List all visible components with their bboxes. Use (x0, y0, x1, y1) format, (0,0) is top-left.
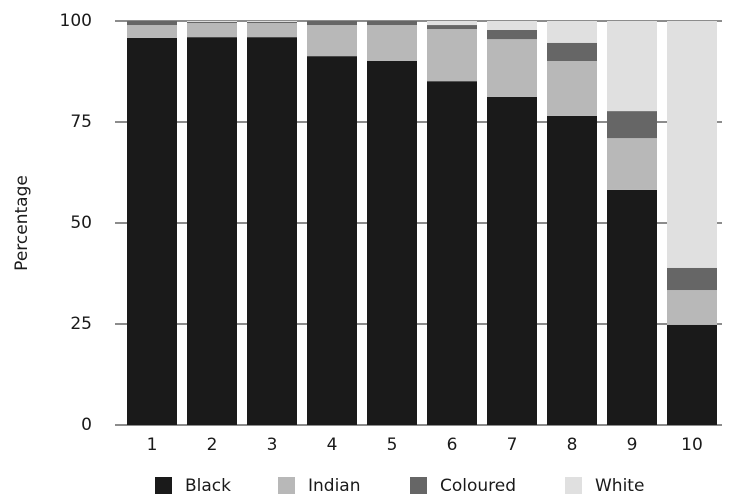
x-tick-label: 10 (681, 435, 703, 455)
bar-segment (487, 21, 537, 30)
bar-segment (607, 21, 657, 112)
bar-segment (127, 37, 177, 426)
bar-segment (187, 37, 237, 425)
bar-segment (547, 115, 597, 425)
bar-segment (547, 21, 597, 43)
bar-segment (187, 21, 237, 24)
bar-segment (307, 21, 357, 26)
bar-segment (547, 42, 597, 61)
x-tick-label: 5 (387, 435, 398, 455)
y-tick-label: 100 (60, 11, 92, 31)
legend-label: White (595, 476, 644, 496)
bar-segment (127, 25, 177, 38)
legend-label: Black (185, 476, 231, 496)
bar-segment (667, 267, 717, 291)
bar-segment (607, 138, 657, 190)
legend-label: Indian (308, 476, 361, 496)
bar-segment (367, 60, 417, 425)
bar-segment (427, 21, 477, 26)
bar-segment (667, 21, 717, 268)
x-tick-label: 6 (447, 435, 458, 455)
x-tick-label: 8 (567, 435, 578, 455)
y-tick-label: 50 (70, 213, 92, 233)
bar-segment (667, 324, 717, 425)
bar-segment (607, 189, 657, 425)
bar-segment (127, 21, 177, 26)
bar-segment (187, 23, 237, 38)
bar-segment (487, 96, 537, 426)
bar-segment (607, 111, 657, 139)
x-tick-label: 4 (327, 435, 338, 455)
x-tick-label: 3 (267, 435, 278, 455)
bar-segment (427, 25, 477, 30)
bar-segment (307, 56, 357, 425)
bar-segment (307, 25, 357, 57)
bar-segment (367, 25, 417, 61)
bar-segment (547, 60, 597, 116)
bar-segment (367, 21, 417, 26)
x-tick-label: 9 (627, 435, 638, 455)
legend-swatch (278, 477, 295, 494)
bar-segment (487, 39, 537, 97)
legend-swatch (155, 477, 172, 494)
bar-segment (187, 21, 237, 22)
bar-segment (247, 21, 297, 22)
y-axis-label: Percentage (12, 175, 32, 271)
legend-swatch (565, 477, 582, 494)
bar-segment (247, 21, 297, 24)
legend-label: Coloured (440, 476, 516, 496)
bar-segment (427, 29, 477, 82)
bar-segment (667, 290, 717, 325)
bar-segment (247, 23, 297, 38)
x-tick-label: 7 (507, 435, 518, 455)
x-tick-label: 2 (207, 435, 218, 455)
bar-segment (487, 29, 537, 40)
bar-segment (247, 37, 297, 425)
y-tick-label: 25 (70, 314, 92, 334)
y-tick-label: 0 (81, 415, 92, 435)
x-tick-label: 1 (147, 435, 158, 455)
bar-segment (427, 81, 477, 426)
y-tick-label: 75 (70, 112, 92, 132)
legend-swatch (410, 477, 427, 494)
